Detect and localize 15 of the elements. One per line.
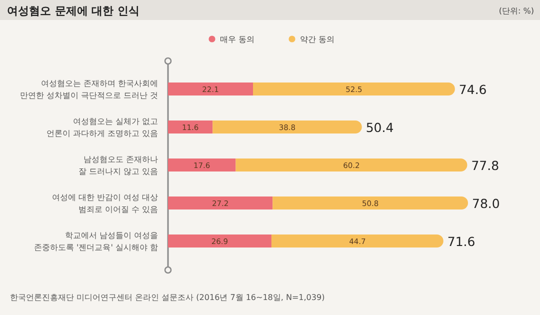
total-label: 74.6	[458, 82, 487, 97]
total-label: 78.0	[472, 196, 500, 211]
y-tick-label: 여성혐오는 존재하며 한국사회에 만연한 성차별이 극단적으로 드러난 것	[20, 79, 158, 100]
legend-label: 매우 동의	[220, 35, 255, 44]
y-tick-label: 여성에 대한 반감이 여성 대상 범죄로 이어질 수 있음	[52, 193, 158, 214]
total-label: 77.8	[471, 158, 500, 173]
text: 한국언론진흥재단 미디어연구센터 온라인 설문조사 (2016년 7월 16~18일, N=1,039)	[10, 293, 325, 302]
legend-label: 약간 동의	[300, 35, 335, 44]
text: 여성혐오 문제에 대한 인식	[7, 4, 140, 18]
y-tick-label: 학교에서 남성들이 여성을 존중하도록 '젠더교육' 실시해야 함	[34, 231, 158, 252]
y-tick-label: 여성혐오는 실체가 없고 언론이 과다하게 조명하고 있음	[46, 117, 158, 138]
total-label: 50.4	[366, 120, 394, 135]
text: (단위: %)	[498, 6, 534, 16]
y-tick-label: 남성혐오도 존재하나 잘 드러나지 않고 있음	[78, 155, 158, 176]
total-label: 71.6	[447, 234, 476, 249]
